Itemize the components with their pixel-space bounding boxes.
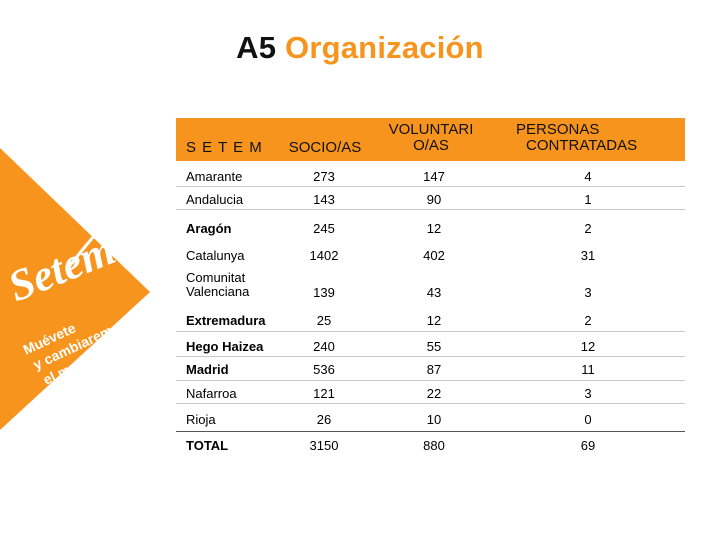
total-divider: [176, 431, 685, 432]
cell-name: Amarante: [186, 169, 243, 184]
cell-socios: 121: [313, 386, 335, 401]
row-divider: [176, 380, 685, 381]
cell-socios: 139: [313, 285, 335, 300]
row-divider: [176, 356, 685, 357]
cell-voluntarios: 90: [426, 192, 442, 207]
cell-socios: 245: [313, 221, 335, 236]
cell-socios: 26: [316, 412, 332, 427]
header-voluntarios-line1: VOLUNTARI: [388, 121, 474, 138]
cell-contratadas: 2: [584, 221, 592, 236]
table-row: Comunitat Valenciana 139 43 3: [176, 271, 685, 303]
cell-name: Madrid: [186, 362, 229, 377]
cell-contratadas: 3: [584, 285, 592, 300]
page-title: A5 Organización: [0, 30, 720, 66]
header-socios: SOCIO/AS: [288, 139, 362, 156]
cell-socios: 143: [313, 192, 335, 207]
cell-name: Extremadura: [186, 313, 266, 328]
cell-total-contratadas: 69: [580, 438, 596, 453]
cell-voluntarios: 43: [426, 285, 442, 300]
cell-total-voluntarios: 880: [423, 438, 445, 453]
cell-name: Andalucia: [186, 192, 244, 207]
cell-socios: 273: [313, 169, 335, 184]
table-row: Amarante 273 147 4: [176, 170, 685, 192]
cell-socios: 25: [316, 313, 332, 328]
cell-voluntarios: 22: [426, 386, 442, 401]
table-header: S E T E M SOCIO/AS VOLUNTARI O/AS PERSON…: [176, 118, 685, 161]
cell-contratadas: 4: [584, 169, 592, 184]
cell-socios: 1402: [309, 248, 339, 263]
cell-name: Nafarroa: [186, 386, 237, 401]
header-voluntarios-line2: O/AS: [413, 137, 449, 154]
cell-voluntarios: 12: [426, 313, 442, 328]
cell-contratadas: 31: [580, 248, 596, 263]
cell-voluntarios: 87: [426, 362, 442, 377]
cell-contratadas: 0: [584, 412, 592, 427]
table-row: Catalunya 1402 402 31: [176, 249, 685, 271]
cell-contratadas: 3: [584, 386, 592, 401]
cell-voluntarios: 12: [426, 221, 442, 236]
cell-name: Aragón: [186, 221, 232, 236]
title-main: Organización: [285, 30, 484, 65]
row-divider: [176, 186, 685, 187]
brand-wedge: Setem Muévete y cambiaremos el mundo: [0, 148, 150, 430]
table-row: Andalucia 143 90 1: [176, 193, 685, 215]
cell-total-label: TOTAL: [186, 438, 229, 453]
table-row: Nafarroa 121 22 3: [176, 387, 685, 409]
header-contratadas-line1: PERSONAS: [516, 121, 600, 138]
table-row: Hego Haizea 240 55 12: [176, 340, 685, 362]
header-voluntarios: VOLUNTARI O/AS: [376, 122, 486, 154]
header-contratadas-line2: CONTRATADAS: [526, 137, 638, 154]
total-row: TOTAL 3150 880 69: [176, 439, 685, 461]
orange-wedge-shape: [0, 148, 150, 430]
cell-name: Hego Haizea: [186, 339, 264, 354]
cell-name-line1: Comunitat: [186, 270, 246, 285]
title-prefix: A5: [236, 30, 277, 65]
cell-name: Rioja: [186, 412, 216, 427]
table-row: Rioja 26 10 0: [176, 413, 685, 435]
header-contratadas: PERSONAS CONTRATADAS: [506, 122, 656, 154]
cell-socios: 240: [313, 339, 335, 354]
row-divider: [176, 331, 685, 332]
cell-contratadas: 11: [581, 362, 595, 377]
cell-voluntarios: 55: [426, 339, 442, 354]
cell-name-line2: Valenciana: [186, 284, 250, 299]
logo-swoosh: [66, 235, 96, 269]
table-row: Madrid 536 87 11: [176, 363, 685, 385]
cell-voluntarios: 10: [426, 412, 442, 427]
cell-name: Catalunya: [186, 248, 245, 263]
cell-contratadas: 1: [584, 192, 592, 207]
table-row: Aragón 245 12 2: [176, 222, 685, 244]
cell-voluntarios: 147: [423, 169, 445, 184]
cell-contratadas: 2: [584, 313, 592, 328]
cell-socios: 536: [313, 362, 335, 377]
row-divider: [176, 403, 685, 404]
cell-contratadas: 12: [580, 339, 596, 354]
table-row: Extremadura 25 12 2: [176, 314, 685, 336]
row-divider: [176, 209, 685, 210]
cell-name: Comunitat Valenciana: [186, 271, 296, 299]
header-setem: S E T E M: [186, 139, 263, 156]
cell-total-socios: 3150: [309, 438, 339, 453]
cell-voluntarios: 402: [423, 248, 445, 263]
